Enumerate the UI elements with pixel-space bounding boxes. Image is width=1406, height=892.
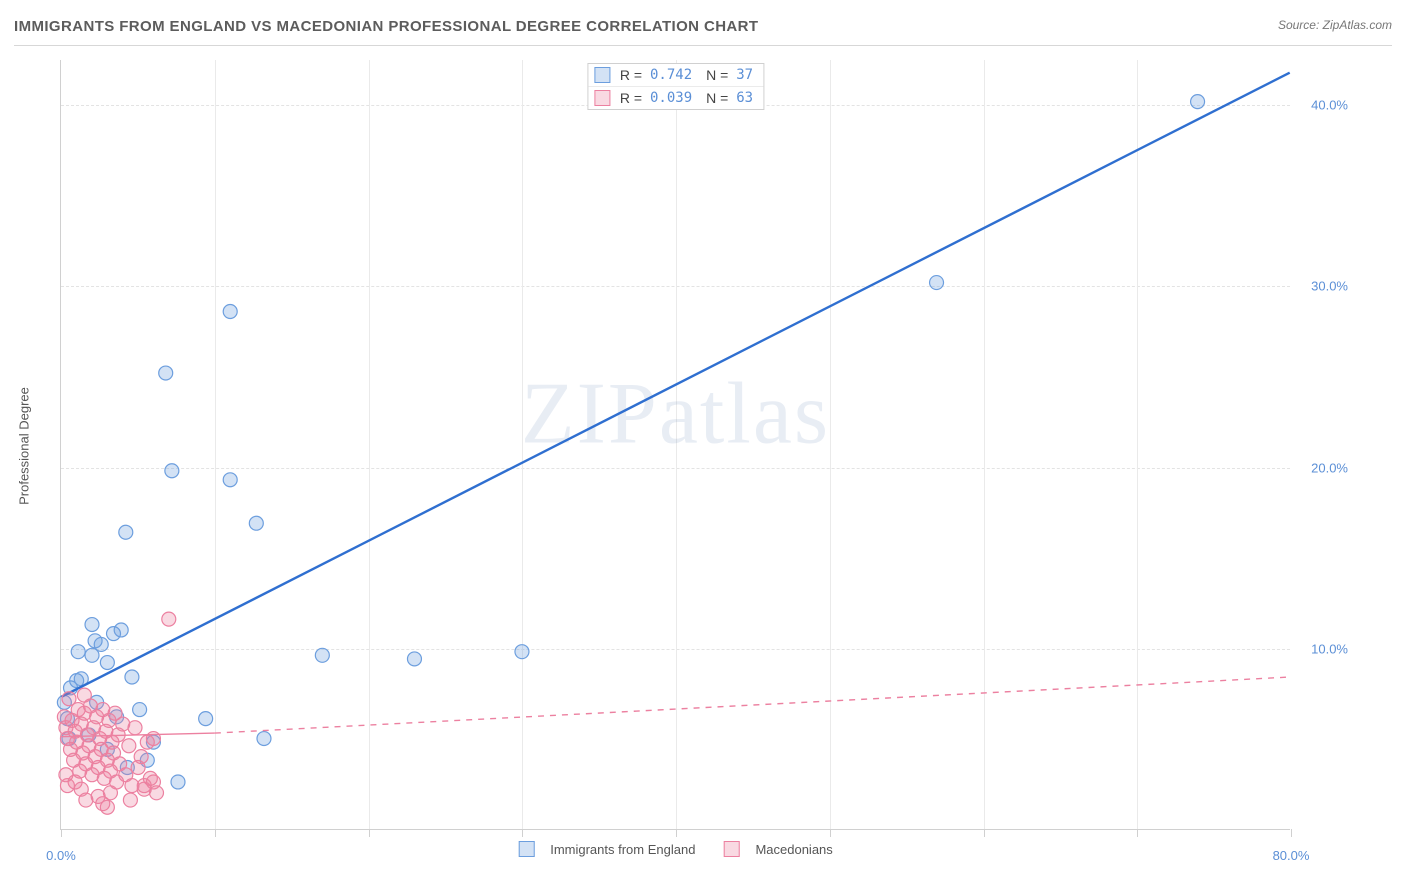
scatter-point-england <box>165 464 179 478</box>
x-tick-label: 80.0% <box>1273 848 1310 863</box>
legend-r-label: R = <box>620 90 646 106</box>
x-tick <box>215 829 216 837</box>
x-tick <box>830 829 831 837</box>
series-legend-label: Macedonians <box>755 842 832 857</box>
scatter-point-macedonians <box>128 721 142 735</box>
trendline-macedonians-dashed <box>215 677 1290 733</box>
x-tick <box>676 829 677 837</box>
legend-r-value: 0.039 <box>650 90 692 106</box>
legend-row: R = 0.039 N = 63 <box>588 86 763 109</box>
scatter-point-macedonians <box>100 800 114 814</box>
legend-swatch <box>594 67 610 83</box>
y-tick-label: 40.0% <box>1311 98 1348 113</box>
series-legend-item: Immigrants from England <box>518 841 695 857</box>
scatter-point-england <box>85 648 99 662</box>
scatter-point-macedonians <box>103 786 117 800</box>
x-tick <box>984 829 985 837</box>
scatter-point-macedonians <box>146 775 160 789</box>
series-legend: Immigrants from England Macedonians <box>518 841 833 857</box>
scatter-point-england <box>114 623 128 637</box>
title-bar: IMMIGRANTS FROM ENGLAND VS MACEDONIAN PR… <box>14 18 1392 46</box>
scatter-point-england <box>257 732 271 746</box>
y-axis-label: Professional Degree <box>17 387 32 505</box>
legend-swatch <box>518 841 534 857</box>
legend-n-value: 37 <box>736 67 753 83</box>
scatter-point-england <box>1191 95 1205 109</box>
scatter-point-england <box>119 525 133 539</box>
series-legend-label: Immigrants from England <box>550 842 695 857</box>
series-legend-item: Macedonians <box>723 841 832 857</box>
scatter-point-england <box>133 703 147 717</box>
legend-n-label: N = <box>706 90 732 106</box>
x-tick <box>61 829 62 837</box>
x-tick <box>1291 829 1292 837</box>
scatter-point-macedonians <box>134 750 148 764</box>
scatter-point-england <box>930 276 944 290</box>
x-tick <box>1137 829 1138 837</box>
scatter-point-england <box>100 656 114 670</box>
scatter-point-england <box>315 648 329 662</box>
y-tick-label: 30.0% <box>1311 279 1348 294</box>
x-tick <box>522 829 523 837</box>
legend-row: R = 0.742 N = 37 <box>588 64 763 86</box>
scatter-point-macedonians <box>162 612 176 626</box>
scatter-point-england <box>249 516 263 530</box>
scatter-point-england <box>223 473 237 487</box>
scatter-point-england <box>199 712 213 726</box>
chart-title: IMMIGRANTS FROM ENGLAND VS MACEDONIAN PR… <box>14 18 758 35</box>
scatter-point-england <box>71 645 85 659</box>
plot-svg <box>61 60 1290 829</box>
y-tick-label: 20.0% <box>1311 460 1348 475</box>
chart-container: IMMIGRANTS FROM ENGLAND VS MACEDONIAN PR… <box>0 0 1406 892</box>
x-tick-label: 0.0% <box>46 848 76 863</box>
legend-swatch <box>723 841 739 857</box>
source-label: Source: ZipAtlas.com <box>1278 18 1392 32</box>
scatter-point-england <box>171 775 185 789</box>
legend-r-value: 0.742 <box>650 67 692 83</box>
scatter-point-macedonians <box>74 782 88 796</box>
scatter-point-england <box>159 366 173 380</box>
scatter-point-england <box>125 670 139 684</box>
scatter-point-macedonians <box>77 688 91 702</box>
scatter-point-macedonians <box>122 739 136 753</box>
scatter-point-england <box>407 652 421 666</box>
legend-n-label: N = <box>706 67 732 83</box>
legend-n-value: 63 <box>736 90 753 106</box>
scatter-point-macedonians <box>146 732 160 746</box>
x-tick <box>369 829 370 837</box>
scatter-point-england <box>223 305 237 319</box>
trendline-england <box>61 73 1289 697</box>
scatter-point-england <box>85 618 99 632</box>
scatter-point-england <box>515 645 529 659</box>
legend-r-label: R = <box>620 67 646 83</box>
scatter-point-macedonians <box>123 793 137 807</box>
legend-swatch <box>594 90 610 106</box>
plot-area: ZIPatlas R = 0.742N = 37R = 0.039N = 63 … <box>60 60 1290 830</box>
y-tick-label: 10.0% <box>1311 641 1348 656</box>
correlation-legend: R = 0.742 N = 37 R = 0.039 N = 63 <box>587 63 764 110</box>
